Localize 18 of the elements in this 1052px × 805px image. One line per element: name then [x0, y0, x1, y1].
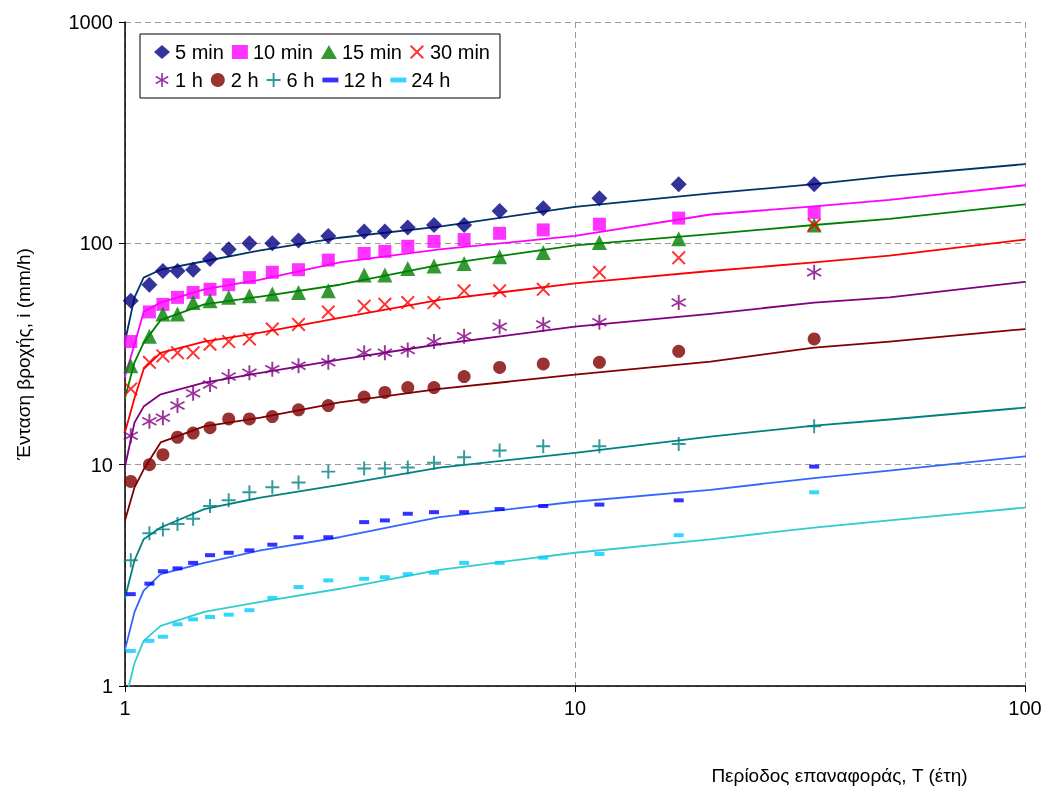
y-tick-label: 100 [79, 232, 113, 255]
legend-label: 15 min [341, 41, 402, 63]
legend-label: 5 min [175, 41, 224, 63]
x-axis-title: Περίοδος επαναφοράς, T (έτη) [711, 765, 968, 786]
legend-label: 30 min [429, 41, 490, 63]
legend-label: 1 h [175, 69, 203, 91]
x-tick-label: 10 [563, 697, 587, 719]
legend-label: 10 min [252, 41, 313, 63]
y-tick-label: 1000 [68, 11, 113, 33]
legend-label: 6 h [286, 69, 315, 91]
legend-label: 12 h [343, 69, 383, 91]
x-tick-label: 1 [119, 697, 131, 719]
y-tick-label: 10 [90, 453, 113, 476]
legend-label: 2 h [230, 69, 259, 91]
y-tick-label: 1 [101, 675, 113, 697]
x-tick-label: 100 [1008, 697, 1042, 719]
legend-label: 24 h [411, 69, 451, 91]
y-axis-title: Ένταση βροχής, i (mm/h) [13, 248, 34, 461]
